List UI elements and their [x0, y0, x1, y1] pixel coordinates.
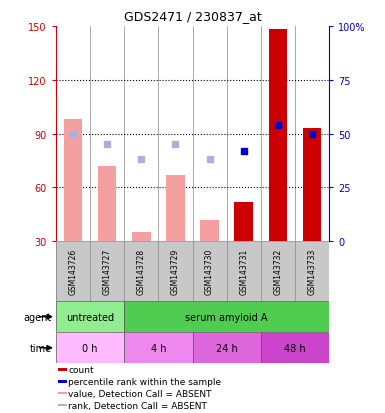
Text: time: time: [30, 343, 52, 353]
Bar: [166, 176, 185, 242]
Bar: [56, 332, 124, 363]
Text: rank, Detection Call = ABSENT: rank, Detection Call = ABSENT: [69, 401, 207, 410]
Bar: [124, 332, 192, 363]
Text: GSM143728: GSM143728: [137, 249, 146, 294]
Text: serum amyloid A: serum amyloid A: [186, 312, 268, 322]
Text: GSM143732: GSM143732: [273, 249, 283, 294]
Bar: [261, 332, 329, 363]
Text: GDS2471 / 230837_at: GDS2471 / 230837_at: [124, 10, 261, 23]
Bar: [58, 380, 67, 382]
Text: GSM143733: GSM143733: [308, 248, 316, 295]
Text: agent: agent: [24, 312, 52, 322]
Text: count: count: [69, 365, 94, 374]
Text: GSM143726: GSM143726: [69, 249, 77, 294]
Bar: [58, 392, 67, 394]
Bar: [58, 404, 67, 406]
Text: GSM143730: GSM143730: [205, 248, 214, 295]
Text: 0 h: 0 h: [82, 343, 98, 353]
Bar: [192, 332, 261, 363]
Bar: [234, 202, 253, 242]
Text: value, Detection Call = ABSENT: value, Detection Call = ABSENT: [69, 389, 212, 398]
Bar: [303, 129, 321, 242]
Text: GSM143731: GSM143731: [239, 249, 248, 294]
Text: percentile rank within the sample: percentile rank within the sample: [69, 377, 221, 386]
Bar: [64, 120, 82, 242]
Bar: [268, 31, 287, 242]
Text: 48 h: 48 h: [284, 343, 306, 353]
Bar: [132, 233, 151, 242]
Text: 4 h: 4 h: [151, 343, 166, 353]
Text: untreated: untreated: [66, 312, 114, 322]
Bar: [56, 301, 124, 332]
Text: 24 h: 24 h: [216, 343, 238, 353]
Bar: [98, 166, 117, 242]
Bar: [58, 368, 67, 371]
Bar: [124, 301, 329, 332]
Bar: [200, 220, 219, 242]
Text: GSM143729: GSM143729: [171, 249, 180, 294]
Text: GSM143727: GSM143727: [102, 249, 112, 294]
